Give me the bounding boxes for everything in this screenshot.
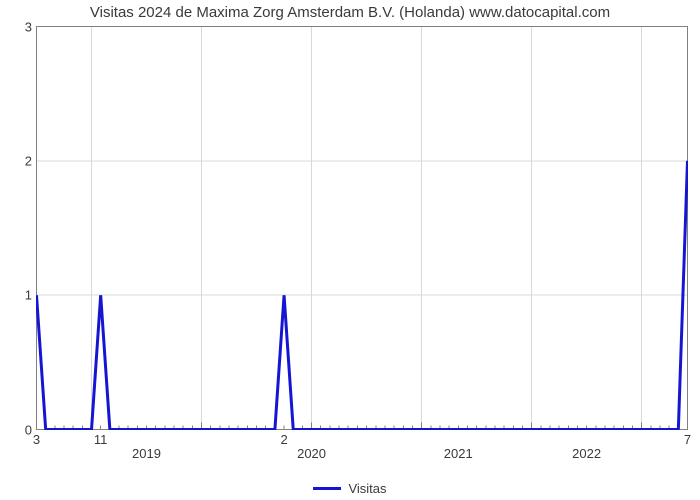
y-tick-label: 1: [8, 288, 32, 303]
x-tick-label: 2021: [444, 446, 473, 461]
data-point-label: 3: [33, 432, 40, 447]
data-point-label: 11: [94, 432, 108, 447]
legend: Visitas: [0, 480, 700, 496]
legend-swatch-visitas: [313, 487, 341, 490]
data-point-label: 7: [684, 432, 691, 447]
plot-area: [36, 26, 688, 430]
x-tick-label: 2022: [572, 446, 601, 461]
data-point-label: 2: [280, 432, 287, 447]
x-tick-label: 2019: [132, 446, 161, 461]
chart-title: Visitas 2024 de Maxima Zorg Amsterdam B.…: [0, 4, 700, 21]
x-tick-label: 2020: [297, 446, 326, 461]
y-tick-label: 0: [8, 422, 32, 437]
y-tick-label: 2: [8, 153, 32, 168]
y-tick-label: 3: [8, 19, 32, 34]
chart-container: Visitas 2024 de Maxima Zorg Amsterdam B.…: [0, 0, 700, 500]
legend-label-visitas: Visitas: [348, 481, 386, 496]
